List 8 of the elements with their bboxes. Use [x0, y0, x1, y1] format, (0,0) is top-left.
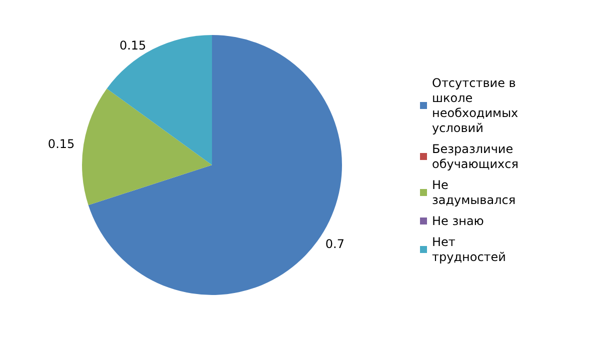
legend-label: Не задумывался — [432, 178, 516, 207]
legend-label: Отсутствие в школе необходимых условий — [432, 76, 522, 135]
data-label: 0.15 — [48, 137, 75, 152]
data-label: 0.7 — [325, 236, 344, 251]
data-label: 0.15 — [119, 38, 146, 53]
legend-label: Безразличие обучающихся — [432, 142, 518, 171]
legend-label: Не знаю — [432, 214, 484, 228]
legend-label: Нет трудностей — [432, 235, 506, 264]
